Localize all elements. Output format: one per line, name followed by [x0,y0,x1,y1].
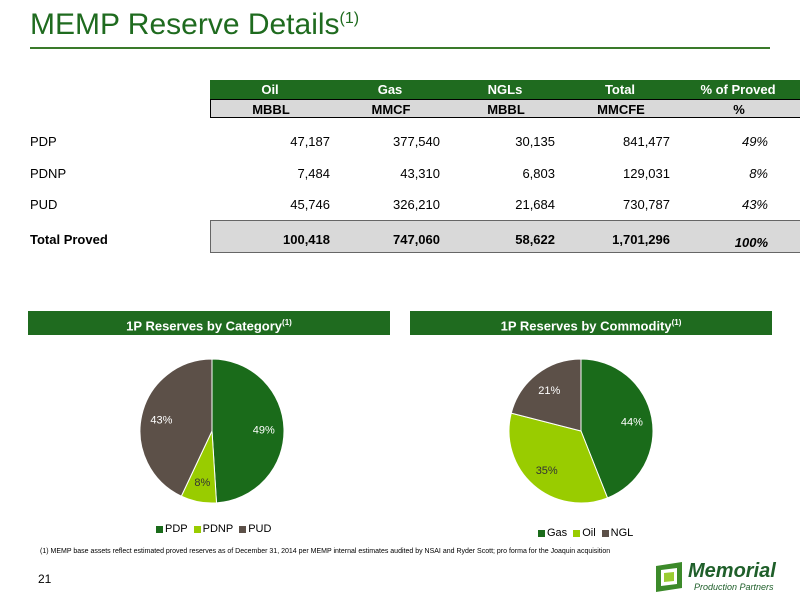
commodity-pie-chart: 44% 35% 21% [508,358,654,504]
legend-swatch [601,529,609,537]
title-divider [30,47,770,49]
legend-label: NGL [610,527,634,539]
header-pct-proved: % of Proved [700,82,776,97]
cell-total: 730,787 [623,197,670,212]
unit-ngls: MBBL [487,102,525,117]
pie-slice-ngl [510,358,582,432]
category-pie-chart: 49% 8% 43% [139,358,285,504]
legend-swatch [538,529,545,537]
row-label: PDP [30,134,57,149]
total-row-background [210,220,800,253]
footnote: (1) MEMP base assets reflect estimated p… [40,548,611,555]
table-header-row: Oil Gas NGLs Total % of Proved [210,80,800,99]
pie-label-ngl: 21% [538,385,560,397]
pie-slice-gas [580,358,654,499]
table-units-row: MBBL MMCF MBBL MMCFE % [210,99,800,118]
cell-pct: 43% [741,197,768,212]
unit-gas: MMCF [371,102,411,117]
legend-label: PUD [248,523,272,535]
cell-ngls: 30,135 [515,134,555,149]
legend-item-oil: Oil [573,527,596,539]
row-label: PUD [30,197,58,212]
cell-pct: 8% [749,166,768,181]
cell-total: 841,477 [623,134,670,149]
header-oil: Oil [261,82,279,97]
page-title: MEMP Reserve Details(1) [30,8,360,41]
total-pct: 100% [734,235,768,250]
cell-gas: 43,310 [400,166,440,181]
legend-item-ngl: NGL [601,527,634,539]
legend-swatch [239,525,247,533]
pie-slice-pud [139,358,213,497]
cell-oil: 7,484 [297,166,330,181]
total-ngls: 58,622 [515,232,555,247]
unit-total: MMCFE [597,102,645,117]
total-row: Total Proved 100,418 747,060 58,622 1,70… [30,232,800,252]
cell-ngls: 6,803 [522,166,555,181]
header-total: Total [604,82,636,97]
legend-swatch [193,525,201,533]
row-label: PDNP [30,166,67,181]
cell-oil: 45,746 [290,197,330,212]
pie-slice-oil [508,412,609,504]
table-row: PDP 47,187 377,540 30,135 841,477 49% [30,134,800,154]
legend-item-gas: Gas [538,527,567,539]
cell-total: 129,031 [623,166,670,181]
commodity-legend: Gas Oil NGL [538,527,633,539]
table-row: PUD 45,746 326,210 21,684 730,787 43% [30,197,800,217]
total-gas: 747,060 [393,232,440,247]
page-number: 21 [38,572,52,586]
legend-swatch [156,525,163,533]
cell-gas: 326,210 [393,197,440,212]
logo-mark-icon [656,562,682,592]
legend-label: Oil [582,527,596,539]
category-chart-title: 1P Reserves by Category(1) [28,311,390,335]
logo-tagline: Production Partners [694,582,774,592]
pie-label-oil: 35% [536,465,558,477]
table-row: PDNP 7,484 43,310 6,803 129,031 8% [30,166,800,186]
category-legend: PDP PDNP PUD [156,523,271,535]
pie-slice-pdp [211,358,285,504]
pie-label-pdp: 49% [253,424,275,436]
commodity-chart-title: 1P Reserves by Commodity(1) [410,311,772,335]
total-oil: 100,418 [283,232,330,247]
legend-label: PDP [165,523,188,535]
unit-oil: MBBL [252,102,290,117]
legend-item-pdnp: PDNP [193,523,234,535]
total-total: 1,701,296 [612,232,670,247]
pie-label-pdnp: 8% [194,477,210,489]
unit-pct: % [733,102,745,117]
cell-pct: 49% [741,134,768,149]
total-label: Total Proved [30,232,108,247]
pie-label-gas: 44% [621,416,643,428]
legend-swatch [573,529,581,537]
title-footnote-marker: (1) [339,10,360,27]
legend-item-pud: PUD [239,523,271,535]
cell-gas: 377,540 [393,134,440,149]
logo-wordmark: Memorial [688,560,776,582]
pie-label-pud: 43% [150,415,172,427]
company-logo: Memorial Production Partners [652,560,782,596]
legend-label: PDNP [202,523,234,535]
legend-label: Gas [547,527,568,539]
cell-ngls: 21,684 [515,197,555,212]
header-gas: Gas [377,82,403,97]
cell-oil: 47,187 [290,134,330,149]
legend-item-pdp: PDP [156,523,188,535]
header-ngls: NGLs [487,82,523,97]
